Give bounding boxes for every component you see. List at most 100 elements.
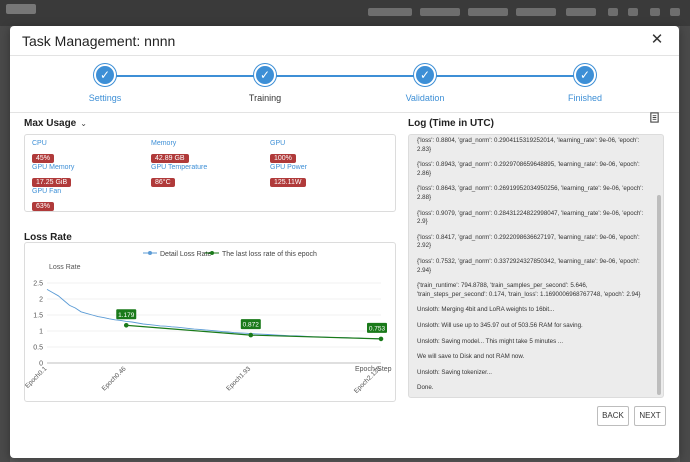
metric-gpu-fan: GPU Fan 63% <box>32 188 61 213</box>
modal-title: Task Management: nnnn <box>22 33 176 49</box>
epoch-loss-point <box>248 332 254 338</box>
x-axis-label: Epoch-Step <box>355 366 392 373</box>
check-icon: ✓ <box>414 64 436 86</box>
metric-badge: 42.89 GB <box>151 154 189 163</box>
legend-marker-detail <box>148 251 152 255</box>
x-tick-label: Epoch1.93 <box>225 365 252 392</box>
log-line: {'loss': 0.8417, 'grad_norm': 0.29220986… <box>417 233 640 250</box>
check-icon: ✓ <box>254 64 276 86</box>
step-validation[interactable]: ✓ Validation <box>380 64 470 103</box>
y-tick-label: 0 <box>39 361 43 368</box>
max-usage-panel: CPU 45% Memory 42.89 GB GPU 100% GPU Mem… <box>24 134 396 212</box>
metric-badge: 45% <box>32 154 55 163</box>
app-logo <box>6 4 36 14</box>
app-nav-icon <box>628 8 638 16</box>
log-line: {'loss': 0.9079, 'grad_norm': 0.28431224… <box>417 209 644 226</box>
modal-header: Task Management: nnnn ✕ <box>10 26 679 56</box>
metric-badge: 17.25 GiB <box>32 178 72 187</box>
step-label: Settings <box>88 93 122 103</box>
log-line: Unsloth: Saving tokenizer... <box>417 368 492 376</box>
log-line: Done. <box>417 384 434 392</box>
epoch-loss-label: 1.179 <box>118 312 135 319</box>
app-topbar <box>0 0 690 26</box>
step-finished[interactable]: ✓ Finished <box>540 64 630 103</box>
y-tick-label: 1.5 <box>33 313 43 320</box>
metric-memory: Memory 42.89 GB <box>151 140 189 165</box>
app-nav-icon <box>670 8 680 16</box>
log-line: We will save to Disk and not RAM now. <box>417 353 525 361</box>
log-content: {'loss': 0.8804, 'grad_norm': 0.29041153… <box>409 135 657 397</box>
y-tick-label: 2 <box>39 297 43 304</box>
log-line: Unsloth: Saving model... This might take… <box>417 337 564 345</box>
legend-label-last: The last loss rate of this epoch <box>222 251 317 258</box>
metric-gpu: GPU 100% <box>270 140 296 165</box>
close-icon[interactable]: ✕ <box>650 31 664 48</box>
step-training[interactable]: ✓ Training <box>220 64 310 103</box>
app-nav-item <box>368 8 412 16</box>
max-usage-label: Max Usage <box>24 118 77 129</box>
legend-marker-last <box>210 251 214 255</box>
log-scrollbar[interactable] <box>657 195 661 395</box>
log-line: Unsloth: Will use up to 345.97 out of 50… <box>417 321 583 329</box>
epoch-loss-label: 0.753 <box>369 325 386 332</box>
epoch-loss-label: 0.872 <box>243 322 260 329</box>
metric-label: GPU Memory <box>32 164 75 171</box>
step-settings[interactable]: ✓ Settings <box>60 64 150 103</box>
step-label: Validation <box>405 93 445 103</box>
check-icon: ✓ <box>574 64 596 86</box>
y-tick-label: 1 <box>39 329 43 336</box>
epoch-loss-label-bg <box>116 309 137 320</box>
log-panel[interactable]: {'loss': 0.8804, 'grad_norm': 0.29041153… <box>408 134 664 398</box>
chevron-down-icon[interactable]: ⌄ <box>80 119 87 128</box>
divider <box>10 112 679 113</box>
app-nav-icon <box>650 8 660 16</box>
app-nav-icon <box>608 8 618 16</box>
log-line: {'loss': 0.7532, 'grad_norm': 0.33729243… <box>417 257 640 274</box>
loss-rate-panel: Detail Loss Rate The last loss rate of th… <box>24 242 396 402</box>
y-tick-label: 2.5 <box>33 281 43 288</box>
epoch-loss-point <box>378 336 384 342</box>
metric-gpu-power: GPU Power 125.11W <box>270 164 307 189</box>
metric-gpu-memory: GPU Memory 17.25 GiB <box>32 164 74 189</box>
log-line: {'loss': 0.8643, 'grad_norm': 0.26919952… <box>417 185 644 201</box>
app-nav-item <box>468 8 508 16</box>
max-usage-title[interactable]: Max Usage ⌄ <box>24 118 87 129</box>
epoch-loss-label-bg <box>240 319 261 330</box>
metric-label: GPU Power <box>270 164 307 171</box>
log-title: Log (Time in UTC) <box>408 118 494 129</box>
app-sidebar-left <box>0 26 10 462</box>
stepper-line <box>105 75 590 77</box>
log-line: Unsloth: Merging 4bit and LoRA weights t… <box>417 306 555 314</box>
task-management-modal: Task Management: nnnn ✕ ✓ Settings ✓ Tra… <box>10 26 679 458</box>
app-nav-item <box>420 8 460 16</box>
stepper: ✓ Settings ✓ Training ✓ Validation ✓ Fin… <box>10 64 679 104</box>
next-button[interactable]: NEXT <box>634 406 666 426</box>
metric-badge: 86°C <box>151 178 175 187</box>
log-line: {'train_runtime': 794.8788, 'train_sampl… <box>417 282 641 298</box>
x-tick-label: Epoch0.1 <box>25 365 49 390</box>
app-nav-item <box>566 8 596 16</box>
metric-badge: 125.11W <box>270 178 306 187</box>
log-line: {'loss': 0.8804, 'grad_norm': 0.29041153… <box>417 137 640 153</box>
metric-label: GPU Temperature <box>151 164 208 171</box>
metric-label: CPU <box>32 140 47 147</box>
x-tick-label: Epoch0.46 <box>101 365 128 392</box>
metric-cpu: CPU 45% <box>32 140 55 165</box>
log-line: {'loss': 0.8943, 'grad_norm': 0.29297086… <box>417 161 640 177</box>
back-button[interactable]: BACK <box>597 406 629 426</box>
download-icon[interactable] <box>649 112 660 126</box>
metric-label: GPU Fan <box>32 188 62 195</box>
step-label: Finished <box>567 93 603 103</box>
metric-gpu-temperature: GPU Temperature 86°C <box>151 164 207 189</box>
y-axis-label: Loss Rate <box>49 264 81 271</box>
step-label: Training <box>248 93 282 103</box>
app-nav-item <box>516 8 556 16</box>
metric-badge: 63% <box>32 202 55 211</box>
app-sidebar-right <box>680 26 690 462</box>
epoch-loss-label-bg <box>367 322 387 333</box>
epoch-loss-point <box>123 322 129 328</box>
metric-label: Memory <box>151 140 177 147</box>
loss-rate-chart: Detail Loss Rate The last loss rate of th… <box>25 251 392 395</box>
metric-label: GPU <box>270 140 286 147</box>
legend-label-detail: Detail Loss Rate <box>160 251 211 258</box>
